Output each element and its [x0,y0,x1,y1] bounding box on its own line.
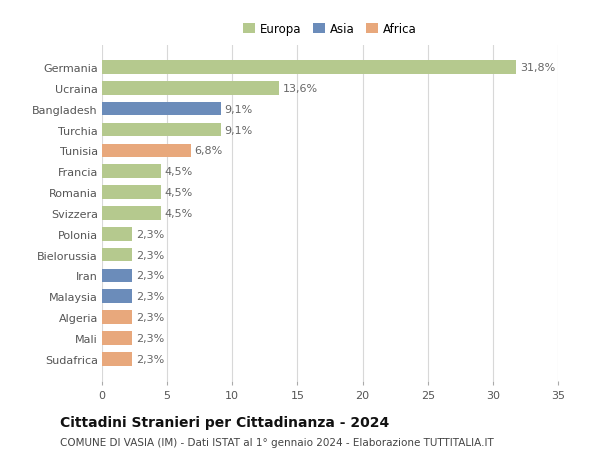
Text: 9,1%: 9,1% [224,125,253,135]
Bar [102,82,279,95]
Bar [102,311,132,324]
Text: 2,3%: 2,3% [136,333,164,343]
Text: 2,3%: 2,3% [136,291,164,302]
Bar [102,165,161,179]
Text: 4,5%: 4,5% [164,188,193,198]
Text: 6,8%: 6,8% [194,146,223,156]
Bar [102,103,221,116]
Bar [102,248,132,262]
Bar [102,144,191,158]
Text: 2,3%: 2,3% [136,354,164,364]
Bar [102,228,132,241]
Bar [102,352,132,366]
Text: 4,5%: 4,5% [164,167,193,177]
Bar [102,290,132,303]
Bar [102,207,161,220]
Text: 2,3%: 2,3% [136,271,164,281]
Text: 4,5%: 4,5% [164,208,193,218]
Bar [102,331,132,345]
Bar [102,186,161,199]
Text: 2,3%: 2,3% [136,250,164,260]
Bar [102,123,221,137]
Legend: Europa, Asia, Africa: Europa, Asia, Africa [239,18,421,41]
Text: Cittadini Stranieri per Cittadinanza - 2024: Cittadini Stranieri per Cittadinanza - 2… [60,415,389,429]
Text: COMUNE DI VASIA (IM) - Dati ISTAT al 1° gennaio 2024 - Elaborazione TUTTITALIA.I: COMUNE DI VASIA (IM) - Dati ISTAT al 1° … [60,437,494,447]
Text: 9,1%: 9,1% [224,105,253,114]
Text: 13,6%: 13,6% [283,84,318,94]
Bar [102,61,517,75]
Text: 2,3%: 2,3% [136,229,164,239]
Text: 2,3%: 2,3% [136,313,164,322]
Bar [102,269,132,283]
Text: 31,8%: 31,8% [520,63,556,73]
